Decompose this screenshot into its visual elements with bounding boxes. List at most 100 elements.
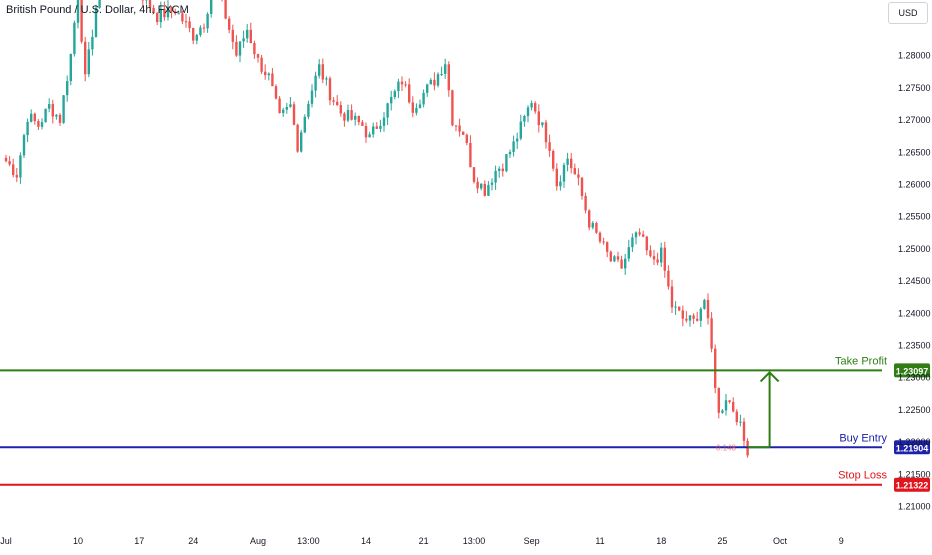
candle-body <box>192 28 194 40</box>
fib-label: 0.148 <box>716 443 737 452</box>
candle-body <box>347 110 349 121</box>
candle-body <box>62 95 64 123</box>
candle-body <box>257 54 259 58</box>
candle-body <box>383 118 385 126</box>
candle-body <box>340 105 342 113</box>
candle <box>437 72 439 87</box>
candle-body <box>736 412 738 423</box>
price-tick-label: 1.28000 <box>898 51 931 61</box>
candle-body <box>278 99 280 114</box>
candle <box>304 114 306 133</box>
candle-body <box>242 38 244 41</box>
candle-body <box>635 232 637 237</box>
candle-body <box>30 114 32 122</box>
candle-body <box>480 184 482 189</box>
candle-body <box>16 175 18 177</box>
time-tick-label: 10 <box>73 536 83 546</box>
candle-body <box>617 256 619 259</box>
candle-body <box>224 0 226 19</box>
candle <box>23 134 25 158</box>
candle-body <box>401 82 403 85</box>
candle-body <box>354 116 356 120</box>
candle <box>505 154 507 172</box>
price-tick-label: 1.22500 <box>898 405 931 415</box>
candle-body <box>664 248 666 271</box>
candle-body <box>264 72 266 75</box>
candle-body <box>253 43 255 54</box>
candle-body <box>613 256 615 261</box>
candle-body <box>203 28 205 29</box>
time-tick-label: 13:00 <box>297 536 320 546</box>
candle <box>588 209 590 230</box>
candle-body <box>696 319 698 321</box>
candle <box>275 84 277 99</box>
candle-body <box>91 37 93 49</box>
candle-body <box>55 115 57 117</box>
candle-body <box>415 108 417 113</box>
candle-body <box>34 114 36 121</box>
candle-body <box>332 100 334 101</box>
candle-body <box>260 58 262 72</box>
candle <box>610 250 612 261</box>
candle-body <box>631 237 633 247</box>
candle-body <box>516 139 518 142</box>
candle-body <box>628 247 630 258</box>
candle-body <box>462 132 464 135</box>
candle-body <box>707 300 709 318</box>
candle-body <box>329 78 331 100</box>
candle-body <box>19 155 21 177</box>
candle-body <box>458 125 460 131</box>
candle-body <box>570 159 572 168</box>
price-tick-label: 1.25500 <box>898 212 931 222</box>
candle-body <box>440 74 442 75</box>
candle-body <box>84 42 86 74</box>
candle-body <box>206 14 208 28</box>
candle-body <box>584 196 586 210</box>
candle-body <box>685 319 687 321</box>
candle-body <box>484 184 486 196</box>
candle-body <box>271 73 273 86</box>
candle-body <box>66 81 68 95</box>
currency-selector[interactable]: USD <box>888 2 928 24</box>
candle-body <box>592 223 594 228</box>
candle-body <box>703 300 705 309</box>
candle-body <box>523 116 525 122</box>
candle-body <box>70 54 72 81</box>
candle-body <box>350 110 352 120</box>
candle-body <box>563 165 565 182</box>
time-tick-label: 14 <box>361 536 371 546</box>
buy-entry-label: Buy Entry <box>839 432 887 444</box>
candle-body <box>41 122 43 127</box>
candle-body <box>700 309 702 321</box>
stop-loss-label: Stop Loss <box>838 470 887 482</box>
candle-body <box>235 42 237 56</box>
time-tick-label: 11 <box>595 536 604 546</box>
candle-body <box>732 402 734 411</box>
candle-body <box>5 158 7 161</box>
candle-body <box>725 400 727 410</box>
candle-body <box>412 102 414 112</box>
candle-body <box>419 104 421 107</box>
candle <box>73 21 75 57</box>
candle-body <box>48 104 50 109</box>
candle-body <box>502 169 504 172</box>
time-tick-label: 21 <box>419 536 429 546</box>
candle-body <box>505 154 507 171</box>
price-tick-label: 1.24000 <box>898 308 931 318</box>
candle-body <box>404 84 406 85</box>
price-tick-label: 1.21500 <box>898 469 931 479</box>
candle-body <box>455 125 457 126</box>
candle-body <box>491 183 493 185</box>
price-tick-label: 1.22000 <box>898 437 931 447</box>
candle <box>62 95 64 124</box>
candle-body <box>368 134 370 137</box>
candle-body <box>574 168 576 174</box>
candle-body <box>386 103 388 117</box>
candle-body <box>268 73 270 75</box>
candle-body <box>548 142 550 151</box>
candle-body <box>530 103 532 107</box>
candle-body <box>653 256 655 259</box>
